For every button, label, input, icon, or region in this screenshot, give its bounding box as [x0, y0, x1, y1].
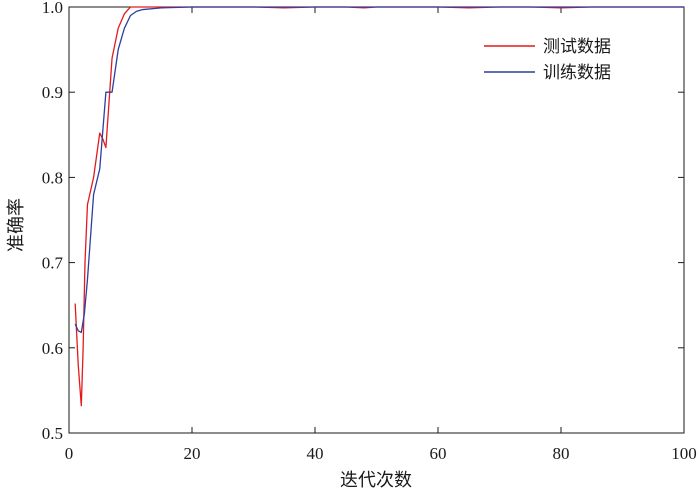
x-axis-title: 迭代次数: [340, 470, 412, 491]
x-tick-label: 40: [307, 444, 324, 463]
series-layer: [74, 6, 684, 407]
y-axis-ticks: 0.5 0.6 0.7 0.8 0.9 1.0: [42, 0, 684, 443]
x-tick-label: 0: [65, 444, 74, 463]
x-axis-ticks: 0 20 40 60 80 100: [65, 7, 697, 463]
legend-label-test: 测试数据: [543, 37, 611, 57]
x-tick-label: 20: [184, 444, 201, 463]
y-tick-label: 0.9: [42, 83, 63, 102]
legend-label-train: 训练数据: [543, 63, 611, 83]
y-tick-label: 0.6: [42, 339, 63, 358]
y-axis-title: 准确率: [6, 198, 27, 252]
x-tick-label: 60: [430, 444, 447, 463]
y-tick-label: 0.7: [42, 254, 64, 273]
y-tick-label: 1.0: [42, 0, 63, 17]
series-line-train: [74, 6, 684, 334]
y-tick-label: 0.8: [42, 168, 63, 187]
y-tick-label: 0.5: [42, 424, 63, 443]
x-tick-label: 100: [671, 444, 697, 463]
legend: 测试数据 训练数据: [484, 37, 611, 83]
x-tick-label: 80: [553, 444, 570, 463]
